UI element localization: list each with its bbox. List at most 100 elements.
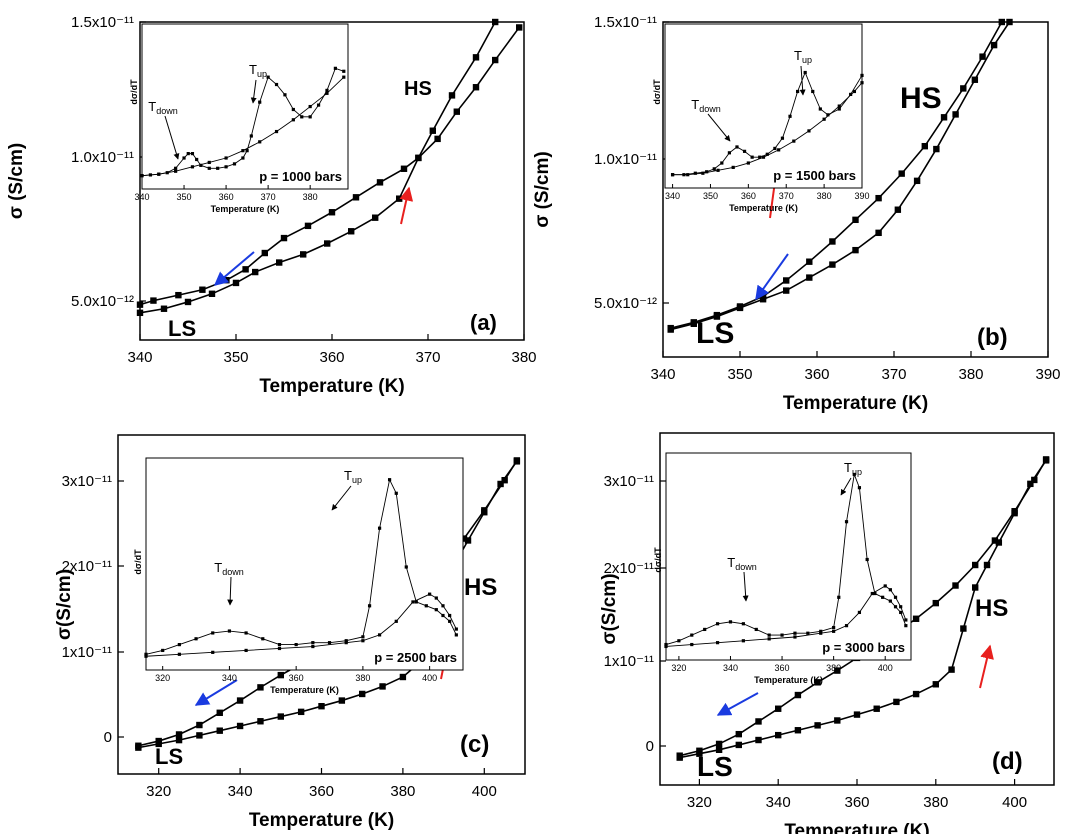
inset-data-point (190, 152, 195, 156)
inset-data-point (837, 107, 841, 111)
inset-data-point (664, 644, 668, 649)
data-point (912, 615, 920, 622)
inset-x-tick-label: 360 (219, 192, 234, 202)
hs-label: HS (404, 78, 432, 100)
inset-x-tick-label: 370 (261, 192, 276, 202)
data-point (216, 727, 223, 734)
inset-series-line (145, 593, 457, 657)
inset-data-point (211, 650, 215, 654)
inset-x-axis-title: Temperature (K) (729, 203, 798, 213)
inset-data-point (857, 610, 862, 615)
inset-data-point (144, 652, 148, 656)
inset-y-axis-title: dσ/dT (653, 547, 663, 573)
tup-label: Tup (844, 460, 862, 477)
inset-data-point (241, 156, 245, 160)
x-tick-label: 390 (1035, 366, 1060, 383)
cooling-arrow (194, 679, 238, 706)
y-tick-label: 2x10⁻¹¹ (604, 560, 654, 577)
inset-data-point (852, 89, 857, 94)
y-tick-label: 3x10⁻¹¹ (62, 473, 112, 490)
tup-subscript: up (257, 69, 267, 79)
tdown-symbol: T (214, 560, 222, 575)
data-point (304, 222, 312, 230)
data-point (806, 274, 813, 281)
inset-data-point (819, 629, 823, 633)
data-point (713, 313, 721, 320)
inset-data-point (434, 608, 438, 612)
x-tick-label: 380 (390, 783, 415, 800)
inset-frame (665, 452, 912, 661)
data-point (834, 717, 841, 724)
inset-x-tick-label: 340 (134, 192, 149, 202)
inset-data-point (741, 639, 745, 643)
data-point (216, 709, 223, 716)
inset-data-point (728, 620, 733, 624)
inset-data-point (881, 595, 885, 599)
data-point (794, 691, 802, 699)
inset-data-point (414, 600, 418, 604)
inset-data-point (888, 599, 892, 603)
x-axis-title: Temperature (K) (784, 821, 929, 834)
inset-data-point (333, 66, 337, 70)
inset-plot: 320 340 360 380 400 Temperature (K) dσ/dT p = 2… (133, 457, 464, 695)
inset-x-tick-label: 360 (775, 663, 790, 673)
data-point (1027, 480, 1034, 488)
y-tick-label: 1x10⁻¹¹ (62, 644, 112, 661)
data-point (400, 165, 408, 172)
cooling-arrow (213, 251, 255, 286)
data-point (933, 145, 940, 153)
x-axis-title: Temperature (K) (259, 376, 404, 397)
data-point (261, 249, 268, 257)
inset-data-point (232, 162, 237, 166)
inset-data-point (448, 613, 452, 618)
inset-plot: 340 350 360 370 380 390 Temperature (K) dσ/dT p … (652, 23, 870, 213)
data-point (396, 195, 403, 202)
inset-data-point (795, 89, 800, 94)
x-tick-label: 360 (804, 366, 829, 383)
inset-data-point (344, 639, 348, 643)
data-point (783, 287, 790, 294)
data-point (516, 24, 523, 31)
inset-data-point (211, 631, 215, 635)
inset-data-point (826, 113, 830, 117)
inset-data-point (342, 69, 346, 73)
panel-label: (c) (460, 731, 489, 758)
data-point (814, 679, 821, 686)
x-tick-label: 350 (727, 366, 752, 383)
data-point (155, 740, 162, 748)
data-point (464, 537, 472, 544)
inset-data-point (190, 165, 195, 169)
y-tick-label: 2x10⁻¹¹ (62, 558, 112, 575)
inset-x-tick-label: 370 (779, 191, 794, 201)
x-tick-label: 370 (881, 366, 906, 383)
data-point (376, 179, 384, 186)
inset-data-point (174, 169, 178, 173)
inset-data-point (860, 73, 864, 78)
data-point (990, 41, 998, 49)
inset-y-axis-title: dσ/dT (652, 79, 662, 105)
inset-data-point (705, 170, 709, 174)
tup-symbol: T (844, 460, 852, 475)
inset-data-point (186, 152, 190, 156)
inset-data-point (244, 631, 248, 635)
inset-data-point (686, 173, 690, 177)
y-axis-title: σ (S/cm) (6, 143, 27, 219)
data-point (759, 296, 767, 303)
data-point (348, 228, 355, 235)
inset-data-point (832, 629, 836, 633)
data-point (873, 705, 880, 712)
inset-data-point (300, 115, 304, 119)
tdown-label: Tdown (727, 555, 756, 572)
panel-a: 340 350 360 370 380 5.0x10⁻¹² 1.0x10⁻¹¹ 1.5x10⁻… (6, 14, 537, 397)
data-point (481, 509, 488, 516)
hs-label: HS (464, 574, 497, 601)
inset-data-point (367, 604, 372, 608)
data-point (735, 730, 742, 738)
data-point (667, 326, 674, 333)
inset-data-point (852, 472, 856, 477)
data-point (960, 85, 967, 92)
x-tick-label: 400 (1002, 794, 1027, 811)
inset-x-tick-label: 380 (817, 191, 832, 201)
series-line (679, 459, 1047, 759)
inset-x-axis-title: Temperature (K) (211, 204, 280, 214)
